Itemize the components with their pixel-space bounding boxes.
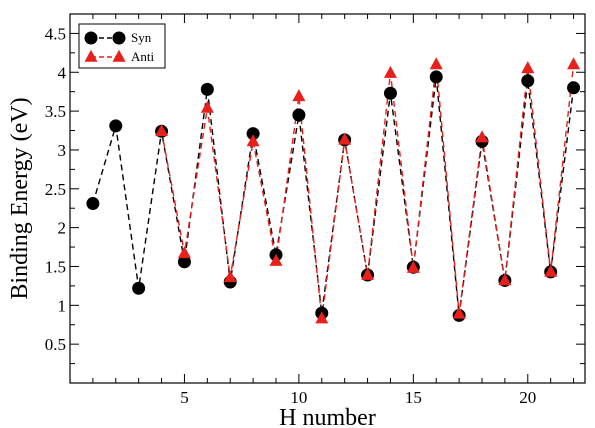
axis-ticks [70, 13, 585, 383]
x-axis-label: H number [279, 405, 376, 428]
y-tick-label: 3.5 [45, 102, 66, 121]
data-point-syn [521, 74, 535, 88]
data-point-anti [544, 264, 558, 277]
data-point-anti [567, 57, 581, 70]
data-point-syn [132, 281, 146, 295]
x-tick-label: 15 [405, 388, 422, 407]
y-tick-label: 2 [58, 219, 67, 238]
data-point-anti [361, 267, 375, 280]
data-point-syn [567, 81, 581, 95]
data-point-syn [246, 127, 260, 141]
data-point-anti [269, 253, 283, 266]
data-point-anti [475, 130, 489, 143]
series-markers [86, 57, 581, 324]
data-point-syn [177, 255, 191, 269]
data-point-syn [109, 119, 123, 133]
data-point-syn [292, 108, 306, 122]
plot-frame [69, 13, 586, 384]
data-point-anti [200, 100, 214, 113]
data-point-anti [521, 61, 535, 74]
legend-item-syn: Syn [84, 30, 152, 45]
y-tick-label: 3 [58, 141, 67, 160]
y-tick-label: 4.5 [45, 24, 66, 43]
data-point-anti [452, 306, 466, 319]
data-point-anti [338, 132, 352, 145]
y-tick-label: 1.5 [45, 257, 66, 276]
data-point-syn [200, 82, 214, 96]
data-point-anti [429, 57, 443, 70]
data-point-anti [155, 124, 169, 137]
data-point-syn [383, 86, 397, 100]
legend-marker-end [112, 49, 126, 62]
data-point-anti [406, 260, 420, 273]
legend-marker-start [84, 31, 98, 45]
y-tick-label: 2.5 [45, 180, 66, 199]
y-tick-label: 0.5 [45, 335, 66, 354]
y-tick-label: 4 [58, 63, 67, 82]
data-point-anti [177, 246, 191, 259]
x-tick-label: 10 [290, 388, 307, 407]
data-point-anti [292, 89, 306, 102]
legend-label: Anti [131, 49, 155, 64]
y-tick-label: 1 [58, 296, 67, 315]
axis-tick-labels: 5 10 15 20 0.5 1 1.5 2 2.5 3 3.5 4 4.5 [45, 24, 537, 407]
legend-marker-start [84, 49, 98, 62]
data-point-anti [383, 65, 397, 78]
data-point-anti [246, 134, 260, 147]
y-axis-label: Binding Energy (eV) [7, 97, 33, 299]
data-point-syn [429, 70, 443, 84]
data-point-anti [498, 273, 512, 286]
data-point-anti [315, 311, 329, 324]
x-tick-label: 5 [180, 388, 189, 407]
legend-item-anti: Anti [84, 49, 155, 64]
legend-label: Syn [131, 30, 152, 45]
data-point-syn [86, 197, 100, 211]
legend-marker-end [112, 31, 126, 45]
data-point-anti [223, 270, 237, 283]
legend: Syn Anti [78, 23, 166, 69]
x-tick-label: 20 [519, 388, 536, 407]
